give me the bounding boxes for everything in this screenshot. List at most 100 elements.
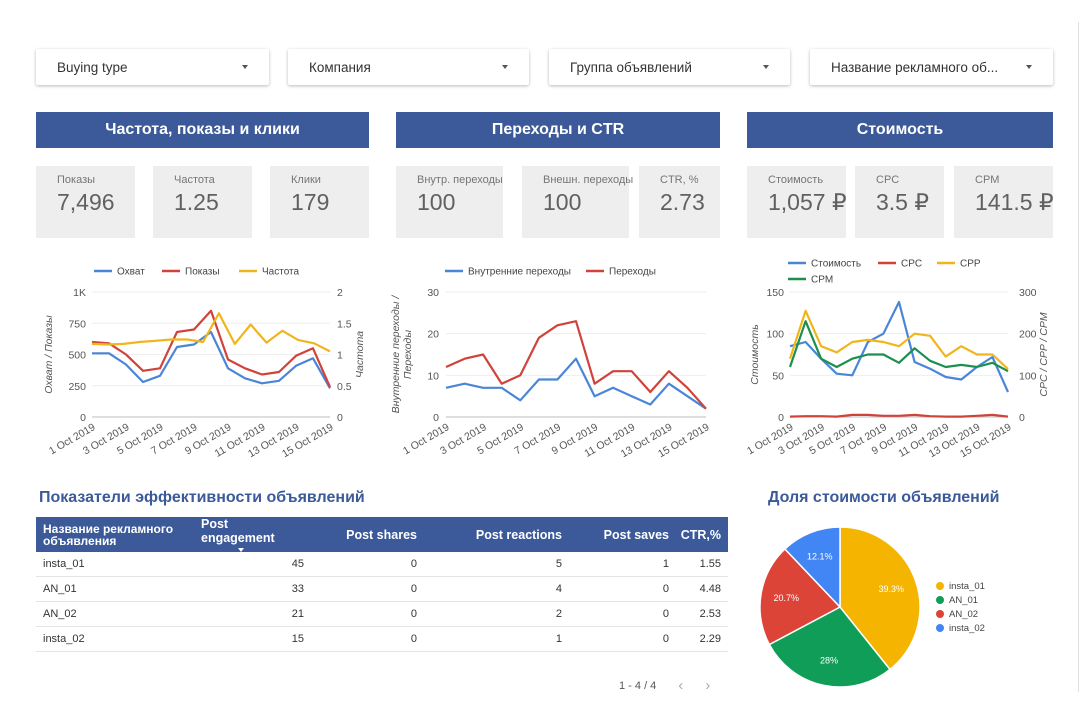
y-left-tick-label: 750 <box>68 318 86 330</box>
sort-desc-icon <box>238 548 244 552</box>
kpi-cpc: CPC 3.5 ₽ <box>855 166 944 238</box>
cost-share-pie-chart: 39.3% 28% 20.7% 12.1% <box>759 526 921 688</box>
table-cell: 0 <box>662 583 669 595</box>
pie-slice <box>768 606 892 688</box>
y-right-tick-label: 1 <box>337 350 343 362</box>
series-line <box>789 300 1010 393</box>
y-left-tick-label: 30 <box>427 287 439 299</box>
table-cell: 0 <box>662 608 669 620</box>
pie-slice <box>759 547 842 646</box>
series-line <box>788 320 1009 373</box>
legend-label: CPP <box>960 259 981 270</box>
y-left-tick-label: 250 <box>68 381 86 393</box>
kpi-label: CTR, % <box>660 174 699 186</box>
series-line <box>445 357 707 410</box>
table-cell: 0 <box>410 558 417 570</box>
pie-legend-item: AN_02 <box>936 607 985 621</box>
kpi-label: Внутр. переходы <box>417 174 503 186</box>
table-cell: 2.29 <box>699 633 721 645</box>
column-header-ad-name[interactable]: Название рекламного объявления <box>43 521 174 548</box>
y-right-axis-title: Частота <box>354 331 366 378</box>
table-cell: 45 <box>291 558 304 570</box>
pie-legend-item: AN_01 <box>936 593 985 607</box>
kpi-value: 7,496 <box>57 189 115 215</box>
legend-label: Охват <box>117 267 145 278</box>
pie-legend-label: AN_01 <box>949 594 979 606</box>
table-row: insta_01 45 0 5 1 1.55 <box>36 552 728 577</box>
kpi-value: 100 <box>543 189 582 215</box>
page-divider <box>1078 22 1079 692</box>
y-left-tick-label: 20 <box>427 329 439 341</box>
dropdown-caret-icon <box>242 65 248 69</box>
column-header-post-saves[interactable]: Post saves <box>603 527 669 542</box>
pie-slice-label: 28% <box>820 655 838 665</box>
column-header-ctr[interactable]: CTR,% <box>680 527 721 542</box>
pie-slice <box>839 526 921 671</box>
table-header: Название рекламного объявления Post enga… <box>36 517 728 552</box>
filter-label: Компания <box>309 59 371 75</box>
y-left-axis-title: Охват / Показы <box>43 315 55 394</box>
kpi-value: 100 <box>417 189 456 215</box>
column-header-post-reactions[interactable]: Post reactions <box>475 527 562 542</box>
y-left-tick-label: 0 <box>433 412 439 424</box>
column-header-post-shares[interactable]: Post shares <box>346 527 417 542</box>
legend-dot-icon <box>936 596 944 604</box>
y-left-tick-label: 0 <box>80 412 86 424</box>
y-right-tick-label: 0.5 <box>337 381 352 393</box>
kpi-label: Внешн. переходы <box>543 174 634 186</box>
filter-buying-type[interactable]: Buying type <box>36 49 269 85</box>
legend-label: Переходы <box>609 267 656 278</box>
y-right-tick-label: 0 <box>337 412 343 424</box>
table-cell: 0 <box>410 583 417 595</box>
filter-campaign[interactable]: Компания <box>288 49 529 85</box>
column-header-label: Post engagement <box>201 517 275 545</box>
table-title: Показатели эффективности объявлений <box>39 489 365 506</box>
table-cell: 0 <box>662 633 669 645</box>
filter-ad-name[interactable]: Название рекламного об... <box>810 49 1053 85</box>
legend-dot-icon <box>936 624 944 632</box>
kpi-label: CPM <box>975 174 1000 186</box>
cost-chart: 0 50 100 150 0 100 200 300 Стоимость CPC / CPP / … <box>745 259 1050 461</box>
kpi-label: Частота <box>174 174 215 186</box>
ads-performance-table: Название рекламного объявления Post enga… <box>36 517 728 652</box>
y-left-tick-label: 50 <box>772 370 784 382</box>
prev-page-button[interactable]: ‹ <box>678 677 684 694</box>
pie-slice-label: 20.7% <box>774 593 800 603</box>
legend-dot-icon <box>936 610 944 618</box>
kpi-label: Клики <box>291 174 321 186</box>
table-row: AN_02 21 0 2 0 2.53 <box>36 602 728 627</box>
next-page-button[interactable]: › <box>705 677 711 694</box>
section-title-cost: Стоимость <box>747 112 1053 148</box>
table-cell: 0 <box>410 608 417 620</box>
y-left-axis-title: Стоимость <box>749 324 761 384</box>
y-right-tick-label: 2 <box>337 287 343 299</box>
pie-title: Доля стоимости объявлений <box>768 489 1000 506</box>
y-left-tick-label: 500 <box>68 350 86 362</box>
kpi-value: 179 <box>291 189 330 215</box>
y-right-tick-label: 300 <box>1019 287 1037 299</box>
table-cell: 21 <box>291 608 304 620</box>
pie-legend: insta_01 AN_01 AN_02 insta_02 <box>936 579 985 635</box>
legend-label: CPM <box>811 275 833 286</box>
series-line <box>91 312 331 353</box>
kpi-external-clicks: Внешн. переходы 100 <box>522 166 634 238</box>
reach-impressions-frequency-chart: 0 250 500 750 1K 0 0.5 1 1.5 2 Охват / Показы Часто… <box>43 267 366 461</box>
legend-label: Частота <box>262 267 300 278</box>
filter-label: Группа объявлений <box>570 59 692 75</box>
kpi-label: Стоимость <box>768 174 824 186</box>
table-body: insta_01 45 0 5 1 1.55 AN_01 33 0 4 0 4.48 AN_02 21 0 2… <box>36 552 728 652</box>
kpi-value: 141.5 ₽ <box>975 189 1054 215</box>
table-cell: 1.55 <box>699 558 721 570</box>
table-pagination: 1 - 4 / 4 ‹ › <box>619 677 710 694</box>
table-cell: 4.48 <box>699 583 721 595</box>
pie-slice-label: 12.1% <box>807 552 833 562</box>
table-cell: 33 <box>291 583 304 595</box>
pie-legend-item: insta_02 <box>936 621 985 635</box>
legend-label: Показы <box>185 267 220 278</box>
kpi-value: 1,057 ₽ <box>768 189 847 215</box>
column-header-post-engagement[interactable]: Post engagement <box>194 517 311 552</box>
filter-ad-group[interactable]: Группа объявлений <box>549 49 790 85</box>
filter-label: Buying type <box>57 59 128 75</box>
